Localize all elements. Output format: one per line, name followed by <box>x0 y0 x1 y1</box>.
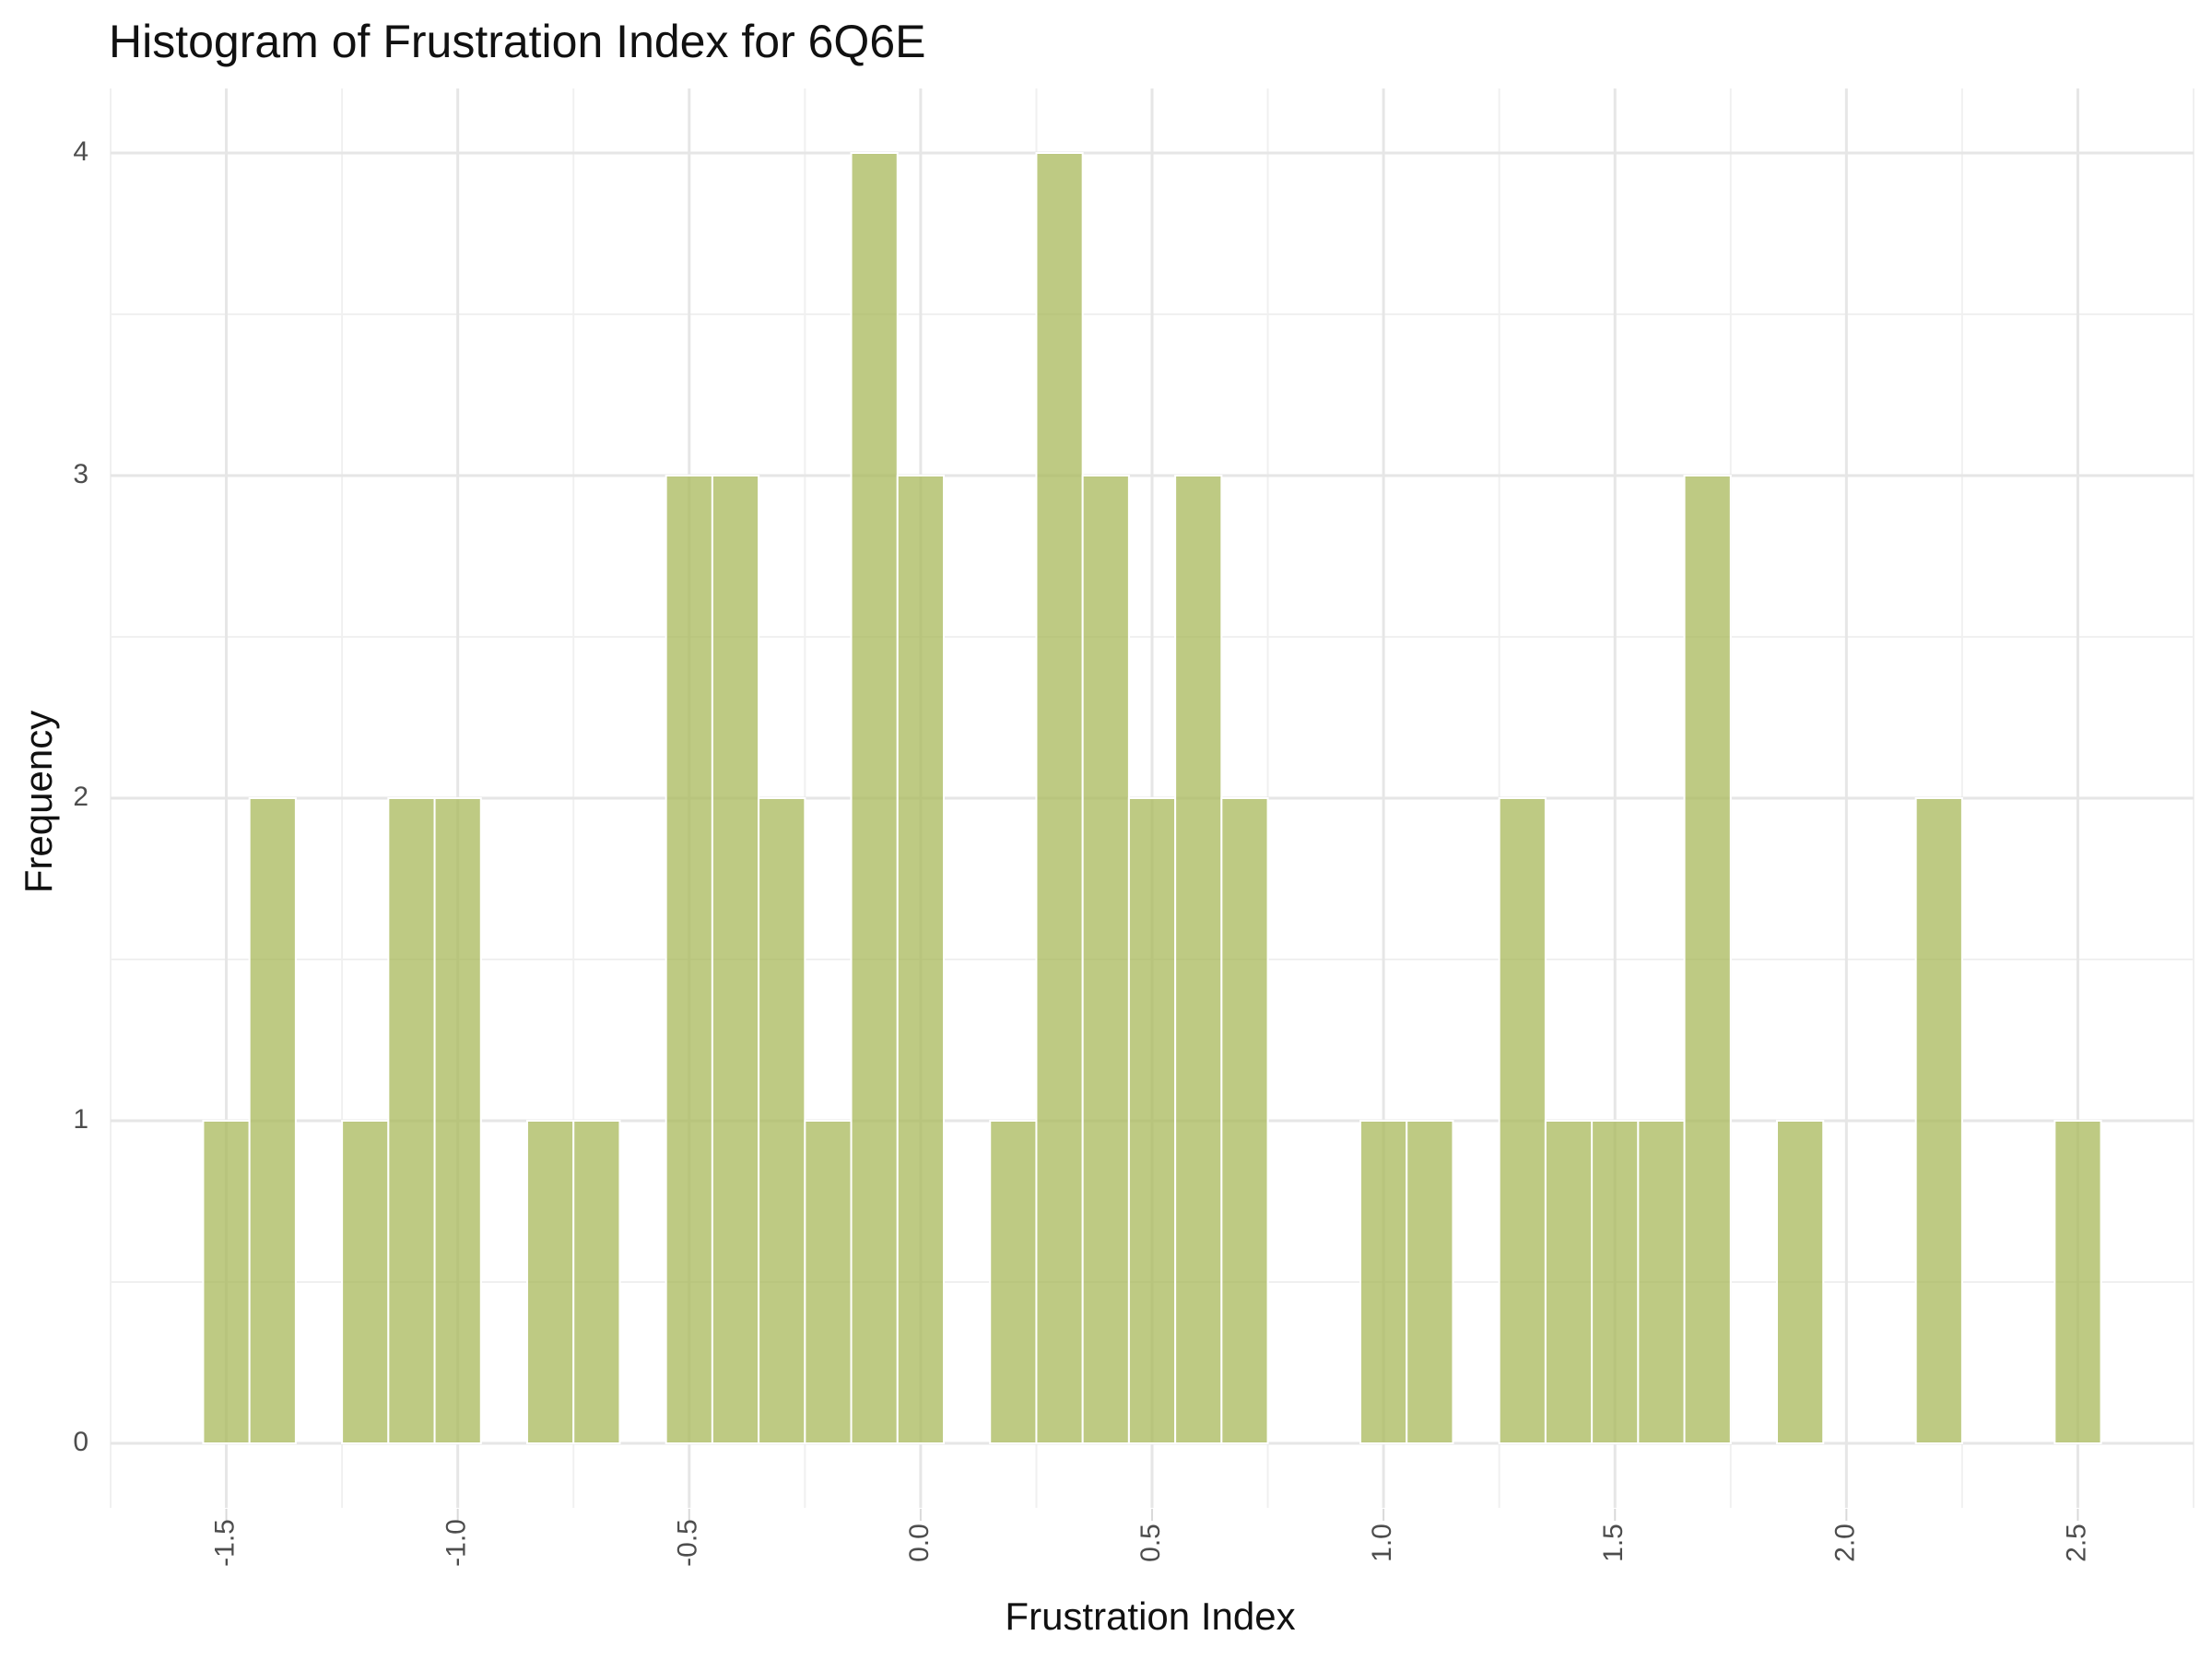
x-axis-title: Frustration Index <box>1005 1594 1295 1638</box>
x-tick-label: 1.5 <box>1598 1524 1629 1562</box>
y-tick-label: 3 <box>73 459 88 489</box>
histogram-bar <box>387 797 436 1444</box>
x-tick-label: 2.0 <box>1830 1524 1860 1562</box>
histogram-bar <box>2053 1120 2102 1444</box>
histogram-bar <box>572 1120 621 1444</box>
y-axis-ticks: 0 1 2 3 4 <box>73 136 88 1457</box>
histogram-bar <box>1127 797 1177 1444</box>
y-tick-label: 4 <box>73 136 88 167</box>
histogram-bar <box>1776 1120 1825 1444</box>
histogram-bar <box>1359 1120 1408 1444</box>
histogram-bars <box>202 152 2102 1444</box>
histogram-bar <box>1683 475 1732 1444</box>
histogram-bar <box>1637 1120 1686 1444</box>
histogram-bar <box>711 475 760 1444</box>
x-tick-label: 0.0 <box>904 1524 935 1562</box>
histogram-bar <box>989 1120 1038 1444</box>
y-tick-label: 0 <box>73 1427 88 1457</box>
histogram-bar <box>1591 1120 1640 1444</box>
histogram-bar <box>1220 797 1269 1444</box>
x-axis-ticks: -1.5 -1.0 -0.5 0.0 0.5 1.0 1.5 2.0 2.5 <box>209 1509 2091 1567</box>
histogram-bar <box>850 152 899 1444</box>
y-tick-label: 2 <box>73 782 88 812</box>
histogram-bar <box>1035 152 1084 1444</box>
x-tick-label: 2.5 <box>2061 1524 2091 1562</box>
x-tick-label: -0.5 <box>673 1519 703 1567</box>
histogram-bar <box>804 1120 853 1444</box>
histogram-bar <box>248 797 297 1444</box>
x-tick-label: 0.5 <box>1135 1524 1166 1562</box>
plot-area: -1.5 -1.0 -0.5 0.0 0.5 1.0 1.5 2.0 2.5 0 1 2 3 4 <box>73 88 2194 1567</box>
y-axis-title: Frequency <box>17 711 60 893</box>
histogram-bar <box>1406 1120 1454 1444</box>
x-tick-label: -1.5 <box>209 1519 240 1567</box>
x-tick-label: 1.0 <box>1367 1524 1397 1562</box>
x-tick-label: -1.0 <box>441 1519 472 1567</box>
histogram-bar <box>526 1120 575 1444</box>
histogram-bar <box>665 475 713 1444</box>
histogram-bar <box>202 1120 251 1444</box>
histogram-bar <box>1081 475 1130 1444</box>
y-tick-label: 1 <box>73 1104 88 1135</box>
histogram-bar <box>1914 797 1963 1444</box>
histogram-bar <box>758 797 806 1444</box>
histogram-bar <box>341 1120 390 1444</box>
histogram-bar <box>1544 1120 1594 1444</box>
histogram-bar <box>1174 475 1223 1444</box>
histogram-bar <box>1498 797 1547 1444</box>
chart-title: Histogram of Frustration Index for 6Q6E <box>109 16 925 67</box>
histogram-bar <box>896 475 945 1444</box>
histogram-bar <box>433 797 482 1444</box>
